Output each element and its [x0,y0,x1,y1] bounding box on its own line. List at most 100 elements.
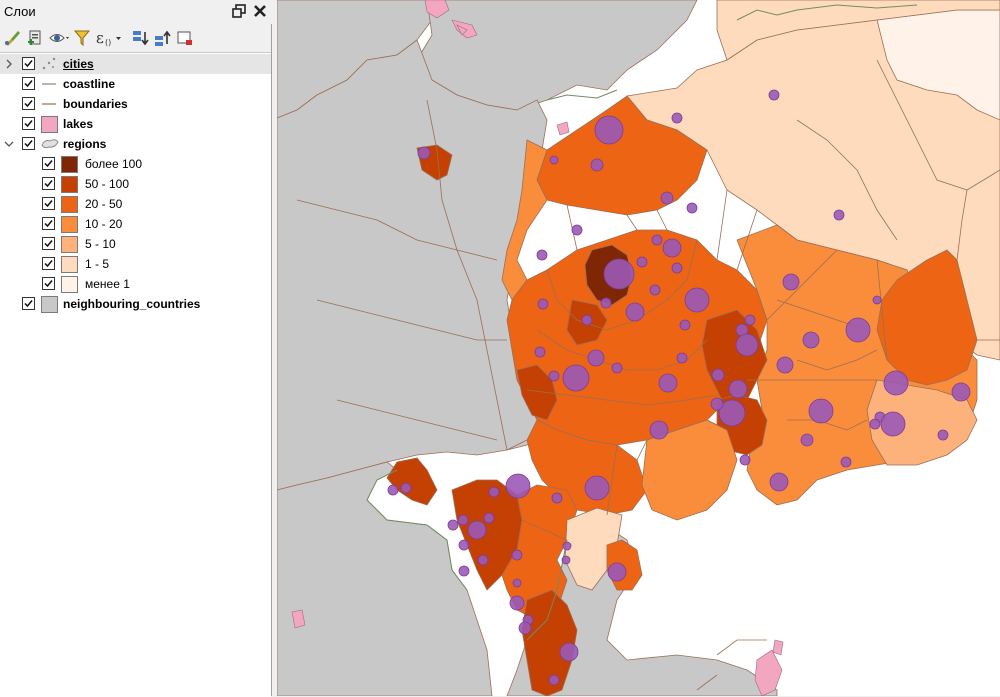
layer-row-cities[interactable]: cities [0,54,271,74]
legend-class-row[interactable]: 5 - 10 [0,234,271,254]
layers-toolbar: ε() [0,25,272,51]
remove-layer-icon [177,31,192,45]
boundary-line [426,99,508,451]
dock-float-icon[interactable] [232,4,246,18]
line-symbol-icon [41,96,57,112]
boundary-line [546,239,698,331]
close-icon[interactable] [252,3,268,19]
layer-label: 1 - 5 [85,257,110,271]
layer-row-lakes[interactable]: lakes [0,114,271,134]
city-marker [603,258,635,290]
city-marker [880,411,906,437]
city-marker [658,373,678,393]
city-marker [735,333,759,357]
layer-row-neighbouring-countries[interactable]: neighbouring_countries [0,294,271,314]
visibility-checkbox[interactable] [42,277,55,290]
class-swatch [61,156,78,173]
city-marker [845,317,871,343]
layer-row-boundaries[interactable]: boundaries [0,94,271,114]
visibility-checkbox[interactable] [42,197,55,210]
lake [772,639,784,656]
expand-all-button[interactable] [130,28,150,48]
filter-by-expression-button[interactable]: ε() [94,28,124,48]
layers-panel: Слои ε() cities coa [0,0,272,697]
legend-class-row[interactable]: 10 - 20 [0,214,271,234]
city-marker [718,399,746,427]
city-marker [686,202,698,214]
visibility-checkbox[interactable] [22,77,35,90]
legend-class-row[interactable]: более 100 [0,154,271,174]
chevron-right-icon[interactable] [4,58,14,70]
legend-class-row[interactable]: 20 - 50 [0,194,271,214]
city-marker [833,209,845,221]
class-swatch [61,176,78,193]
city-marker [769,472,789,492]
visibility-checkbox[interactable] [22,117,35,130]
visibility-checkbox[interactable] [22,57,35,70]
manage-visibility-button[interactable] [48,28,72,48]
class-swatch [61,216,78,233]
map-canvas[interactable] [277,0,1000,696]
city-marker [549,155,559,165]
region-lower-volga-light [641,419,738,521]
visibility-checkbox[interactable] [22,297,35,310]
city-marker [590,158,604,172]
visibility-checkbox[interactable] [42,177,55,190]
lake [556,121,570,136]
layer-label: boundaries [63,97,128,111]
city-marker [537,298,549,310]
lake [291,609,306,629]
city-marker [587,349,605,367]
collapse-all-icon [155,30,171,46]
city-marker [581,314,593,326]
visibility-checkbox[interactable] [22,97,35,110]
region-arctic-light [716,0,1000,61]
city-marker [768,89,780,101]
layer-row-coastline[interactable]: coastline [0,74,271,94]
class-swatch [61,196,78,213]
region-east-strip-light [956,169,1000,341]
layer-label: coastline [63,77,116,91]
legend-class-row[interactable]: 50 - 100 [0,174,271,194]
city-marker [679,319,691,331]
filter-legend-button[interactable] [72,28,92,48]
open-layer-styling-button[interactable] [2,28,22,48]
city-marker [548,674,560,686]
city-marker [951,382,971,402]
city-marker [483,512,495,524]
lake [424,0,450,19]
remove-layer-button[interactable] [175,28,195,48]
layer-label: lakes [63,117,94,131]
collapse-all-button[interactable] [152,28,172,48]
layer-label: 20 - 50 [85,197,123,211]
visibility-checkbox[interactable] [42,237,55,250]
region-dagestan-high [521,589,578,696]
coastline-layer [366,4,918,641]
layer-row-regions[interactable]: regions [0,134,271,154]
panel-title: Слои [4,4,36,19]
chevron-down-icon[interactable] [4,138,14,150]
boundary-line [696,639,767,691]
coastline-line [736,4,918,21]
visibility-checkbox[interactable] [42,157,55,170]
paintbrush-icon [5,31,20,46]
city-marker [711,368,725,382]
boundary-line [796,59,968,241]
add-group-button[interactable] [25,28,45,48]
city-marker [562,364,590,392]
region-northwest-medium [536,95,708,216]
polygon-symbol-icon [41,136,59,152]
city-marker [611,362,623,374]
city-marker [400,482,412,494]
visibility-checkbox[interactable] [42,257,55,270]
layer-label: менее 1 [85,277,130,291]
visibility-checkbox[interactable] [22,137,35,150]
legend-class-row[interactable]: 1 - 5 [0,254,271,274]
city-marker [776,356,794,374]
coastline-line [366,89,618,641]
city-marker [458,539,470,551]
layer-label: cities [63,57,94,71]
fill-symbol-icon [41,116,58,133]
legend-class-row[interactable]: менее 1 [0,274,271,294]
visibility-checkbox[interactable] [42,217,55,230]
